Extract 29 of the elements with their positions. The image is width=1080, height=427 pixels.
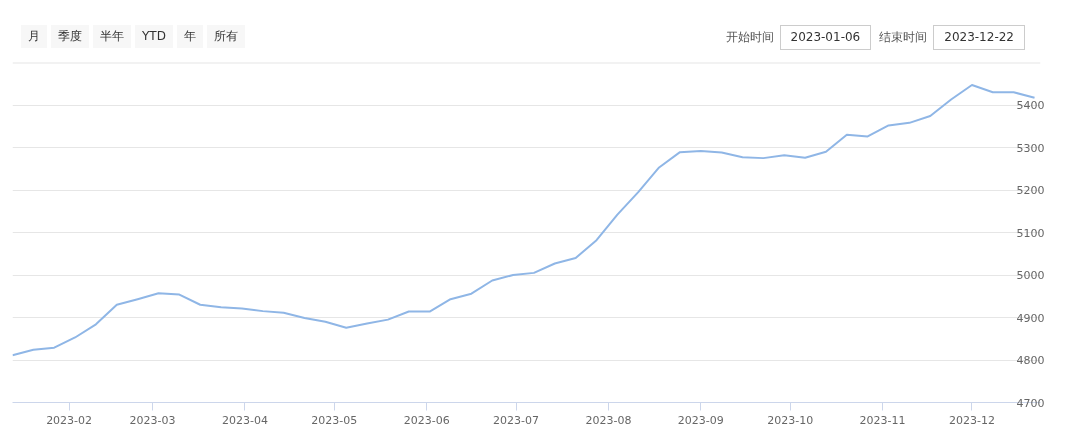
text: 结束时间	[879, 30, 928, 44]
x-tick-label: 2023-11	[859, 413, 906, 427]
x-tick-label: 2023-10	[767, 413, 814, 427]
x-tick-label: 2023-08	[585, 413, 632, 427]
x-tick-label: 2023-09	[677, 413, 724, 427]
y-tick-label: 5100	[1016, 226, 1045, 240]
y-tick-label: 4900	[1016, 311, 1045, 325]
x-tick-label: 2023-05	[311, 413, 358, 427]
text: 所有	[206, 25, 245, 49]
text: 季度	[51, 25, 89, 49]
text: 2023-01-06	[779, 25, 872, 51]
text: 2023-12-22	[933, 25, 1025, 51]
text: 月	[21, 25, 47, 49]
x-tick-label: 2023-02	[46, 413, 93, 427]
y-tick-label: 4800	[1016, 354, 1045, 367]
x-tick-label: 2023-04	[221, 413, 268, 427]
x-tick-label: 2023-06	[403, 413, 450, 427]
y-tick-label: 5300	[1016, 141, 1045, 155]
text: YTD	[135, 25, 173, 49]
x-tick-label: 2023-07	[493, 413, 540, 427]
x-tick-label: 2023-12	[948, 413, 995, 427]
text: 年	[176, 25, 203, 49]
y-tick-label: 5400	[1016, 99, 1045, 112]
y-tick-label: 5000	[1016, 269, 1045, 282]
y-tick-label: 5200	[1016, 184, 1045, 197]
text: 半年	[93, 25, 131, 49]
text: 开始时间	[725, 30, 774, 44]
x-tick-label: 2023-03	[129, 413, 176, 427]
y-tick-label: 4700	[1016, 396, 1045, 410]
